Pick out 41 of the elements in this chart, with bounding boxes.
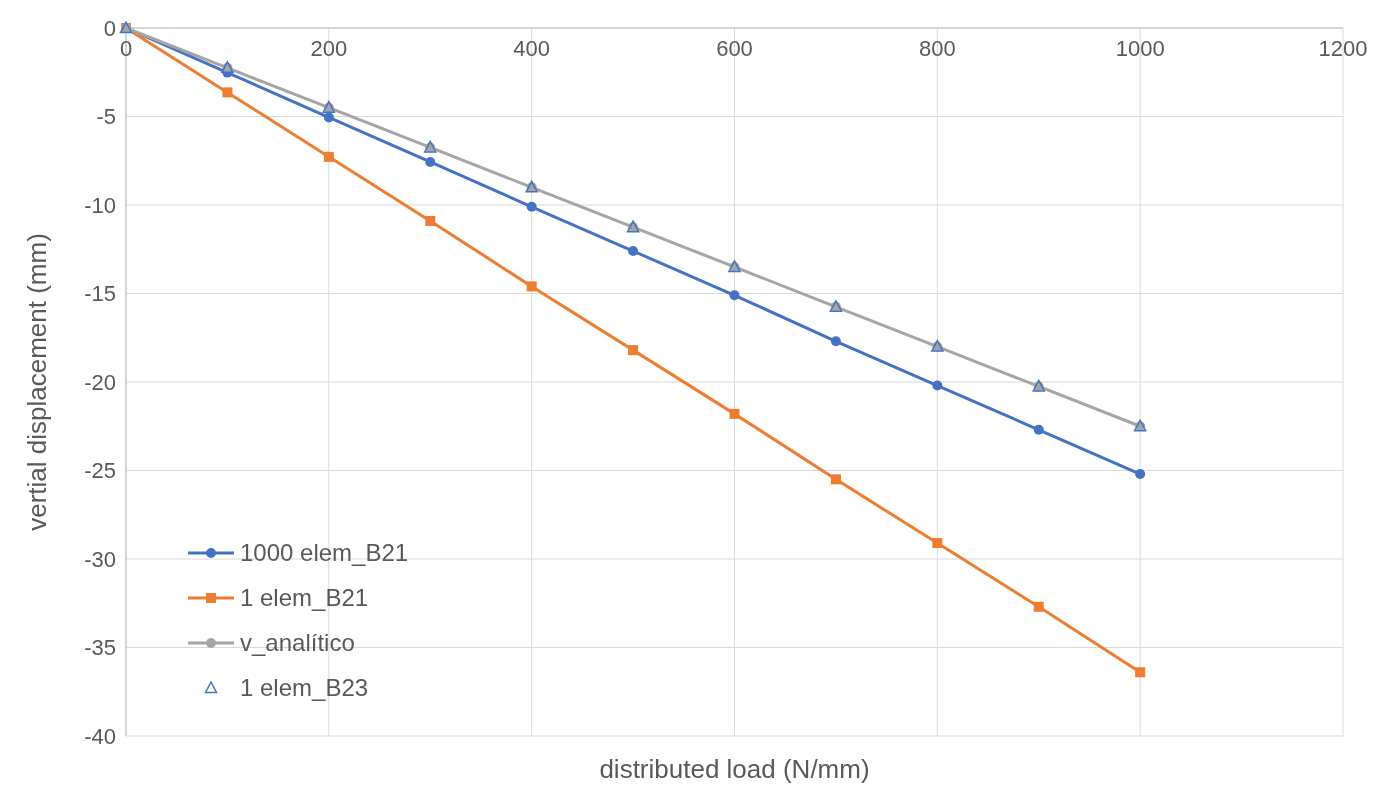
legend-label: 1 elem_B23 — [240, 674, 369, 702]
point — [830, 474, 841, 485]
legend-label: 1 elem_B21 — [240, 584, 369, 612]
point — [729, 408, 740, 419]
point — [323, 112, 334, 123]
legend-label: 1000 elem_B21 — [240, 539, 409, 567]
y-tick-label: -20 — [84, 369, 116, 395]
point — [729, 290, 740, 301]
y-tick-label: -40 — [84, 723, 116, 749]
point — [526, 201, 537, 212]
y-tick-label: -35 — [84, 635, 116, 661]
y-tick-label: -25 — [84, 458, 116, 484]
y-tick-label: -5 — [96, 104, 116, 130]
point — [425, 156, 436, 167]
point — [628, 345, 639, 356]
point — [1135, 667, 1146, 678]
x-tick-label: 600 — [716, 36, 753, 61]
point — [1135, 469, 1146, 480]
y-tick-label: 0 — [103, 15, 116, 41]
x-axis-title: distributed load (N/mm) — [599, 754, 870, 784]
x-tick-label: 200 — [310, 36, 348, 61]
x-tick-label: 1000 — [1115, 36, 1165, 61]
point — [222, 87, 233, 98]
point — [526, 281, 537, 292]
point — [425, 215, 436, 226]
point — [830, 336, 841, 347]
y-tick-label: -15 — [84, 281, 116, 307]
x-tick-label: 0 — [119, 36, 133, 61]
point — [1033, 601, 1044, 612]
x-tick-label: 1200 — [1318, 36, 1368, 61]
point — [628, 246, 639, 257]
legend-label: v_analítico — [240, 629, 355, 657]
y-tick-label: -10 — [84, 192, 116, 218]
point — [932, 380, 943, 391]
x-tick-label: 400 — [513, 36, 551, 61]
point — [932, 538, 943, 549]
point — [323, 151, 334, 162]
y-tick-label: -30 — [84, 546, 116, 572]
point — [1033, 424, 1044, 435]
x-tick-label: 800 — [918, 36, 956, 61]
y-axis-title: vertial displacement (mm) — [22, 233, 52, 531]
